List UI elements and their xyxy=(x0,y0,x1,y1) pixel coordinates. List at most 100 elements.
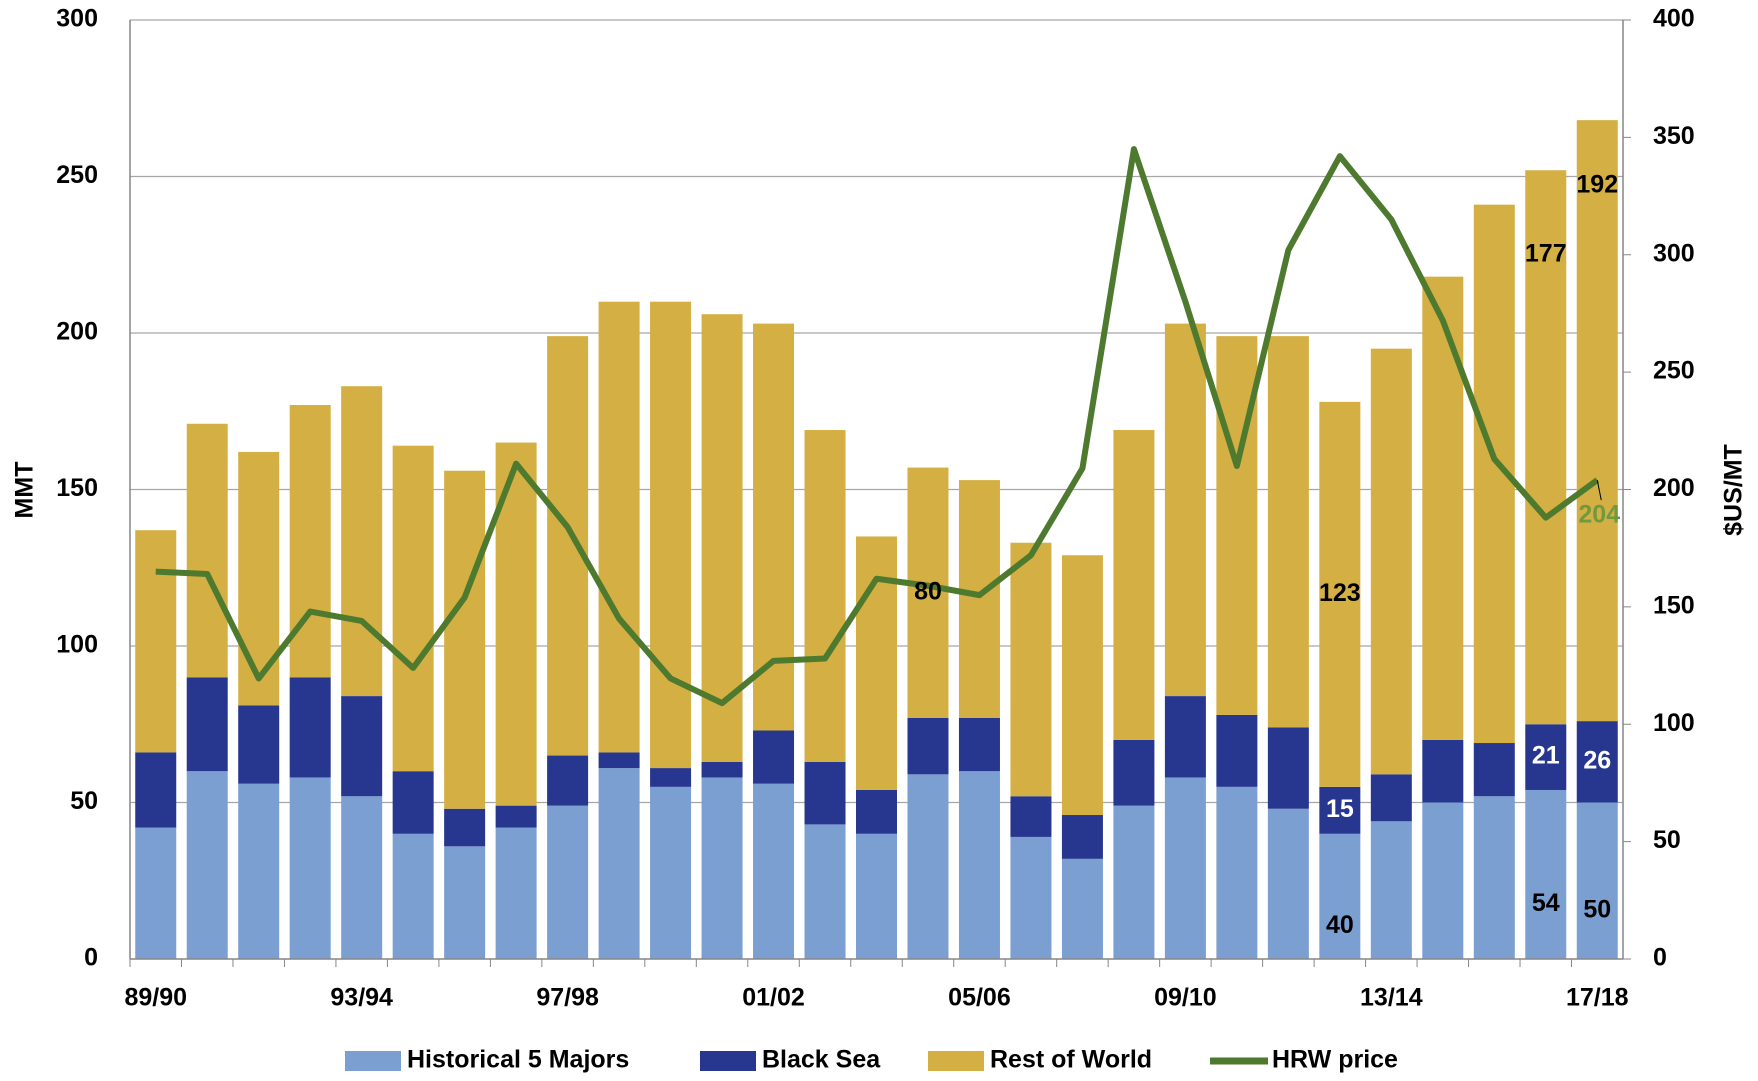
bar-segment xyxy=(1319,833,1361,959)
x-tick-label: 09/10 xyxy=(1154,984,1217,1012)
bar-segment xyxy=(804,824,846,959)
bar-segment xyxy=(1113,739,1155,806)
data-label: 40 xyxy=(1326,911,1354,939)
y-tick-label: 50 xyxy=(70,787,98,815)
bar-segment xyxy=(1164,323,1206,697)
bar-segment xyxy=(547,805,589,959)
bar-segment xyxy=(341,386,383,697)
bar-segment xyxy=(444,470,486,809)
bar-segment xyxy=(907,467,949,718)
bar-segment xyxy=(1576,802,1618,959)
legend-swatch xyxy=(700,1051,756,1071)
bar-segment xyxy=(1061,555,1103,816)
y-axis-title: MMT xyxy=(11,462,39,519)
bar-segment xyxy=(1216,786,1258,959)
bar-segment xyxy=(1010,836,1052,959)
bar-segment xyxy=(804,761,846,825)
bar-segment xyxy=(701,314,743,762)
data-label: 50 xyxy=(1583,895,1611,923)
bar-segment xyxy=(1319,401,1361,787)
bar-segment xyxy=(289,404,331,678)
y2-tick-label: 100 xyxy=(1653,709,1695,737)
bar-segment xyxy=(341,696,383,797)
bar-segment xyxy=(238,705,280,784)
bar-segment xyxy=(1370,821,1412,959)
bar-segment xyxy=(1267,336,1309,728)
bar-segment xyxy=(958,480,1000,718)
bar-segment xyxy=(1473,743,1515,797)
bar-segment xyxy=(238,451,280,706)
bar-segment xyxy=(907,717,949,775)
bar-segment xyxy=(1319,786,1361,834)
data-label: 54 xyxy=(1532,889,1560,917)
bar-segment xyxy=(135,530,177,753)
bar-segment xyxy=(392,445,434,772)
x-tick-label: 17/18 xyxy=(1566,984,1629,1012)
bar-segment xyxy=(238,783,280,959)
data-label: 80 xyxy=(914,577,942,605)
y2-axis-title: $US/MT xyxy=(1720,444,1748,536)
legend-label: Historical 5 Majors xyxy=(407,1046,629,1074)
x-tick-label: 93/94 xyxy=(330,984,393,1012)
bar-segment xyxy=(1267,727,1309,809)
bar-segment xyxy=(1164,696,1206,778)
x-tick-label: 97/98 xyxy=(536,984,599,1012)
x-tick-label: 05/06 xyxy=(948,984,1011,1012)
bar-segment xyxy=(1525,170,1567,725)
bar-segment xyxy=(1422,276,1464,740)
y-tick-label: 200 xyxy=(56,318,98,346)
y-tick-label: 150 xyxy=(56,474,98,502)
bar-segment xyxy=(1267,808,1309,959)
legend-swatch xyxy=(928,1051,984,1071)
bar-segment xyxy=(1010,542,1052,797)
data-label: 123 xyxy=(1319,579,1361,607)
y2-tick-label: 350 xyxy=(1653,122,1695,150)
legend-swatch xyxy=(345,1051,401,1071)
bar-segment xyxy=(1061,858,1103,959)
y-tick-label: 100 xyxy=(56,631,98,659)
data-label: 26 xyxy=(1583,746,1611,774)
bar-segment xyxy=(1576,721,1618,803)
bar-segment xyxy=(547,755,589,806)
bar-segment xyxy=(1113,805,1155,959)
bar-segment xyxy=(650,301,692,769)
data-label: 177 xyxy=(1525,239,1567,267)
bar-segment xyxy=(186,423,228,678)
data-label: 15 xyxy=(1326,795,1354,823)
bar-segment xyxy=(135,827,177,959)
data-label: 192 xyxy=(1576,170,1618,198)
price-line xyxy=(155,146,1600,707)
bar-segment xyxy=(341,796,383,959)
bar-segment xyxy=(1113,430,1155,740)
data-label: 204 xyxy=(1578,501,1620,529)
bar-segment xyxy=(907,774,949,959)
bar-segment xyxy=(186,677,228,772)
bar-segment xyxy=(495,805,537,828)
bar-segment xyxy=(598,752,640,769)
bar-segment xyxy=(650,786,692,959)
bar-segment xyxy=(1010,796,1052,837)
y2-tick-label: 0 xyxy=(1653,944,1667,972)
bar-segment xyxy=(1422,802,1464,959)
bar-segment xyxy=(1525,724,1567,790)
y2-tick-label: 250 xyxy=(1653,357,1695,385)
legend-label: Rest of World xyxy=(990,1046,1152,1074)
bar-segment xyxy=(598,301,640,753)
bar-segment xyxy=(186,771,228,959)
bar-segment xyxy=(444,808,486,847)
data-label: 21 xyxy=(1532,742,1560,770)
bar-segment xyxy=(1576,120,1618,722)
bar-segment xyxy=(958,771,1000,959)
bar-segment xyxy=(1422,739,1464,803)
y2-tick-label: 400 xyxy=(1653,5,1695,33)
bar-segment xyxy=(1370,348,1412,775)
bar-segment xyxy=(135,752,177,828)
bar-segment xyxy=(753,730,795,784)
y-tick-label: 300 xyxy=(56,5,98,33)
bar-segment xyxy=(598,768,640,959)
bar-segment xyxy=(1525,789,1567,959)
y2-tick-label: 200 xyxy=(1653,474,1695,502)
y2-tick-label: 150 xyxy=(1653,591,1695,619)
bar-segment xyxy=(701,777,743,959)
bar-segment xyxy=(392,833,434,959)
